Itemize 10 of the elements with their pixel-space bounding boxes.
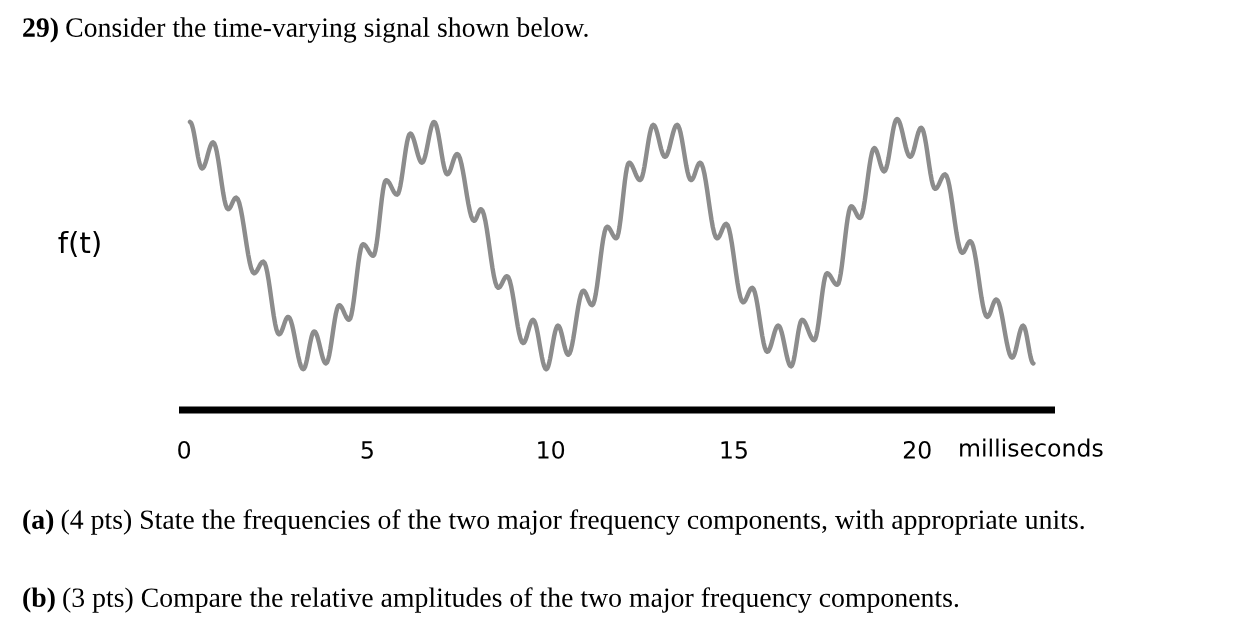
x-tick-label: 0	[178, 440, 191, 459]
x-axis-title: milliseconds	[960, 438, 1103, 457]
chart-title: 29) Consider the time-varying signal shown below.	[23, 17, 588, 43]
y-axis-title: f(t)	[58, 230, 100, 257]
text: (a) (4 pts) State the frequencies of the two major frequency components, with appropriate units.	[23, 509, 1084, 535]
x-tick-label: 5	[361, 441, 373, 459]
x-tick-label: 15	[721, 441, 747, 459]
x-tick-label: 20	[903, 440, 931, 459]
x-tick-label: 10	[538, 440, 565, 459]
text: (b) (3 pts) Compare the relative amplitudes of the two major frequency components.	[23, 587, 959, 613]
